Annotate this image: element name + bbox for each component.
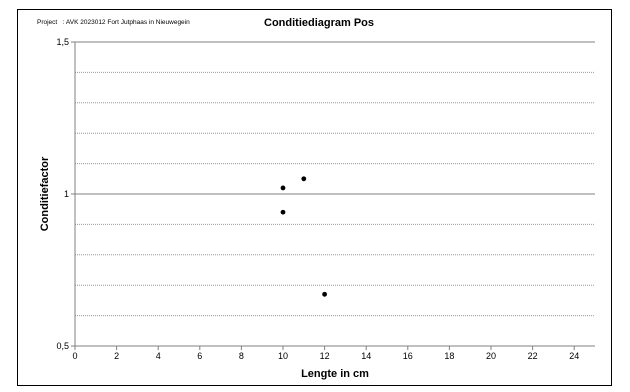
x-tick-label: 24	[569, 351, 579, 361]
x-tick-label: 10	[278, 351, 288, 361]
y-axis-title: Conditiefactor	[39, 156, 51, 231]
x-tick-label: 6	[197, 351, 202, 361]
x-tick-label: 14	[361, 351, 371, 361]
y-tick-label: 1	[64, 189, 69, 199]
data-point	[281, 210, 286, 215]
x-tick-label: 4	[156, 351, 161, 361]
x-tick-label: 20	[486, 351, 496, 361]
x-tick-label: 2	[114, 351, 119, 361]
data-point	[281, 186, 286, 191]
x-tick-label: 8	[239, 351, 244, 361]
x-tick-label: 22	[528, 351, 538, 361]
x-axis-title: Lengte in cm	[301, 368, 369, 380]
data-point	[301, 176, 306, 181]
y-tick-label: 0,5	[56, 341, 69, 351]
y-tick-label: 1,5	[56, 37, 69, 47]
axes	[71, 42, 595, 350]
x-tick-label: 0	[72, 351, 77, 361]
data-point	[322, 292, 327, 297]
grid-lines	[75, 42, 595, 316]
x-tick-label: 16	[403, 351, 413, 361]
x-tick-label: 18	[444, 351, 454, 361]
x-tick-label: 12	[320, 351, 330, 361]
tick-labels: 0,511,50 2 4 6 8 10 12 14 16 18 20 22 24	[56, 37, 579, 361]
